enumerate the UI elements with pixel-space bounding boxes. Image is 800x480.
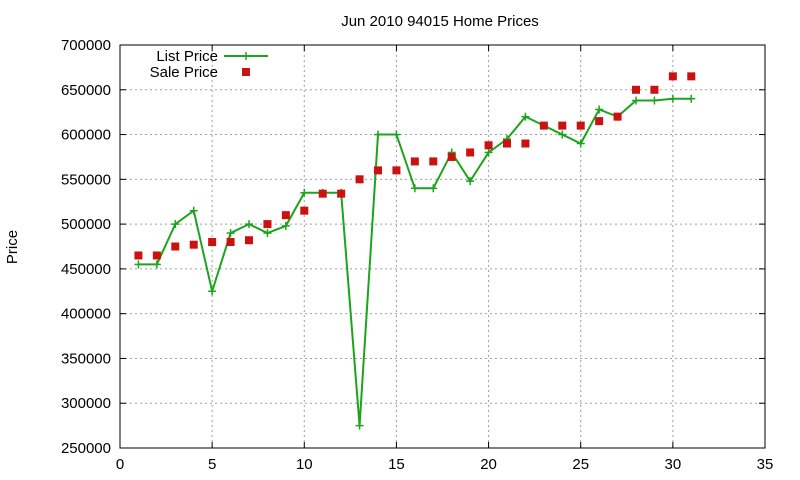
tick-labels: 250000 300000 350000 400000 450000 500000 5500… [61, 37, 773, 473]
sale-price-point [374, 166, 382, 175]
y-tick-label: 500000 [61, 216, 111, 233]
sale-price-point [337, 189, 346, 198]
list-price-point [410, 184, 419, 193]
list-price-line [138, 97, 692, 426]
sale-price-point [595, 117, 604, 126]
sale-price-point [392, 166, 401, 175]
chart-title: Jun 2010 94015 Home Prices [341, 13, 539, 30]
sale-price-point [355, 175, 364, 184]
sale-price-point [576, 121, 585, 130]
sale-price-point [410, 157, 419, 166]
sale-price-point [152, 251, 161, 260]
y-tick-label: 400000 [61, 306, 111, 323]
sale-price-point [318, 189, 327, 198]
sale-price-point [281, 211, 290, 220]
sale-price-point [484, 141, 493, 150]
sale-price-point [447, 152, 456, 161]
list-price-point [576, 139, 585, 148]
y-tick-label: 550000 [61, 171, 111, 188]
sale-price-point [245, 236, 253, 245]
sale-price-point [189, 240, 198, 249]
list-price-point [226, 229, 235, 238]
grid [120, 45, 765, 448]
x-tick-label: 10 [296, 456, 313, 473]
list-price-point [152, 260, 161, 269]
list-price-point [687, 94, 696, 103]
list-price-point [595, 105, 604, 114]
x-tick-label: 5 [208, 456, 216, 473]
sale-price-point [134, 251, 143, 260]
axes [119, 44, 766, 449]
sale-price-point [429, 157, 438, 166]
list-price-point [171, 220, 180, 229]
list-price-point [632, 96, 640, 105]
sale-price-point [632, 85, 640, 94]
x-tick-label: 25 [572, 456, 589, 473]
x-tick-label: 15 [388, 456, 405, 473]
sale-price-point [300, 206, 309, 215]
list-price-point [668, 94, 677, 103]
sale-price-point [650, 85, 659, 94]
sale-price-point [466, 148, 475, 157]
y-axis-label: Price [4, 230, 21, 264]
y-tick-label: 250000 [61, 440, 111, 457]
sale-price-point [521, 139, 530, 148]
sale-price-point [208, 238, 217, 247]
legend: List Price Sale Price [150, 48, 268, 81]
list-price-point [484, 148, 493, 157]
plot-frame [119, 44, 766, 449]
list-price-point [300, 188, 309, 197]
x-tick-label: 20 [480, 456, 497, 473]
sale-price-point [263, 220, 272, 229]
list-price-point [263, 229, 272, 238]
list-price-point [245, 220, 253, 229]
sale-price-point [613, 112, 622, 121]
sale-price-point [668, 72, 677, 81]
sale-price-point [539, 121, 548, 130]
x-tick-label: 0 [116, 456, 124, 473]
sale-price-point [171, 242, 180, 251]
y-tick-label: 600000 [61, 127, 111, 144]
legend-label-list-price: List Price [156, 48, 218, 65]
y-tick-label: 350000 [61, 350, 111, 367]
list-price-point [281, 221, 290, 230]
list-price-point [208, 287, 217, 296]
list-price-point [466, 177, 475, 186]
legend-label-sale-price: Sale Price [150, 64, 218, 81]
y-tick-label: 650000 [61, 82, 111, 99]
list-price-point [355, 421, 364, 430]
sale-price-point [503, 139, 511, 148]
legend-marker-list-price [242, 52, 250, 60]
x-tick-label: 35 [757, 456, 774, 473]
list-price-point [134, 260, 143, 269]
sale-price-point [558, 121, 567, 130]
list-price-point [374, 130, 382, 139]
list-price-point [429, 184, 438, 193]
list-price-point [392, 130, 401, 139]
y-tick-label: 450000 [61, 261, 111, 278]
list-price-point [650, 96, 659, 105]
list-price-point [189, 206, 198, 215]
sale-price-point [687, 72, 696, 81]
x-tick-label: 30 [665, 456, 682, 473]
list-price-point [521, 112, 530, 121]
series-layer [134, 72, 696, 430]
legend-marker-sale-price [242, 68, 250, 76]
y-tick-label: 700000 [61, 37, 111, 54]
sale-price-point [226, 238, 235, 247]
y-tick-label: 300000 [61, 395, 111, 412]
list-price-point [558, 130, 567, 139]
